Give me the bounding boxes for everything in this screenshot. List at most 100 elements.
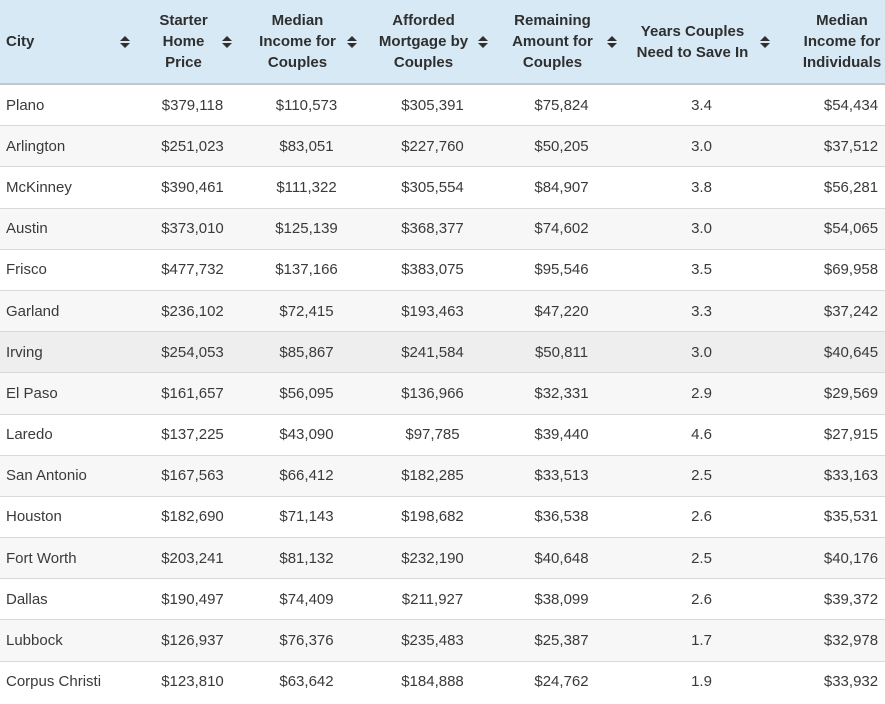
table-body: Plano $379,118 $110,573 $305,391 $75,824 3.4 $… xyxy=(0,84,885,702)
cell-starter-home-price: $123,810 xyxy=(140,660,245,702)
table-row[interactable]: Lubbock $126,937 $76,376 $235,483 $25,387 1.7… xyxy=(0,619,885,662)
cell-median-income-individuals: $56,281 xyxy=(777,166,885,209)
table-row[interactable]: Frisco $477,732 $137,166 $383,075 $95,546 3.5… xyxy=(0,248,885,291)
cell-median-income-individuals: $54,065 xyxy=(777,207,885,250)
column-header-starter-home-price[interactable]: Starter Home Price xyxy=(140,0,245,85)
cell-afforded-mortgage-couples: $136,966 xyxy=(368,372,497,414)
cell-years-couples-save: 3.0 xyxy=(626,125,777,167)
table-row[interactable]: Laredo $137,225 $43,090 $97,785 $39,440 4.6 $2… xyxy=(0,413,885,456)
column-header-years-couples-save[interactable]: Years Couples Need to Save In xyxy=(626,0,777,85)
cell-city: El Paso xyxy=(0,372,140,414)
cell-median-income-couples: $66,412 xyxy=(245,454,368,497)
cell-starter-home-price: $477,732 xyxy=(140,248,245,291)
cell-median-income-individuals: $39,372 xyxy=(777,578,885,620)
column-header-content: Years Couples Need to Save In xyxy=(626,0,777,83)
cell-starter-home-price: $167,563 xyxy=(140,454,245,497)
cell-city: Fort Worth xyxy=(0,537,140,579)
cell-years-couples-save: 2.9 xyxy=(626,372,777,414)
table-row[interactable]: Garland $236,102 $72,415 $193,463 $47,220 3.3… xyxy=(0,289,885,332)
sort-icon[interactable] xyxy=(477,35,488,48)
sort-icon[interactable] xyxy=(759,35,770,48)
cell-median-income-individuals: $35,531 xyxy=(777,495,885,538)
table-row[interactable]: El Paso $161,657 $56,095 $136,966 $32,331 2.9… xyxy=(0,372,885,414)
cell-years-couples-save: 3.5 xyxy=(626,248,777,291)
sort-icon[interactable] xyxy=(221,35,232,48)
cell-median-income-couples: $56,095 xyxy=(245,372,368,414)
cell-median-income-individuals: $32,978 xyxy=(777,619,885,662)
cell-median-income-individuals: $37,512 xyxy=(777,125,885,167)
cell-years-couples-save: 2.5 xyxy=(626,454,777,497)
cell-starter-home-price: $390,461 xyxy=(140,166,245,209)
column-header-content: Afforded Mortgage by Couples xyxy=(368,0,497,83)
cell-median-income-couples: $137,166 xyxy=(245,248,368,291)
cell-afforded-mortgage-couples: $383,075 xyxy=(368,248,497,291)
cell-afforded-mortgage-couples: $227,760 xyxy=(368,125,497,167)
cell-afforded-mortgage-couples: $305,391 xyxy=(401,96,464,114)
table-row[interactable]: Plano $379,118 $110,573 $305,391 $75,824 3.4 $… xyxy=(0,84,885,126)
column-header-median-income-couples[interactable]: Median Income for Couples xyxy=(245,0,368,85)
cell-city: San Antonio xyxy=(0,454,140,497)
cell-afforded-mortgage-couples: $182,285 xyxy=(368,454,497,497)
cell-median-income-individuals: $40,176 xyxy=(777,537,885,579)
cell-remaining-amount-couples: $32,331 xyxy=(497,372,626,414)
cell-afforded-mortgage-couples: $193,463 xyxy=(368,289,497,332)
sort-icon[interactable] xyxy=(606,35,617,48)
table-row[interactable]: San Antonio $167,563 $66,412 $182,285 $33,51… xyxy=(0,454,885,497)
cell-remaining-amount-couples: $39,440 xyxy=(497,413,626,456)
cell-median-income-couples: $63,642 xyxy=(245,660,368,702)
table-row[interactable]: Irving $254,053 $85,867 $241,584 $50,811 3.0 $… xyxy=(0,331,885,373)
column-header-content: City xyxy=(0,0,140,83)
cell-years-couples-save: 3.3 xyxy=(626,289,777,332)
cell-city: Irving xyxy=(0,331,140,373)
table-row[interactable]: Corpus Christi $123,810 $63,642 $184,888 $24… xyxy=(0,660,885,702)
cell-years-couples-save: 3.0 xyxy=(626,207,777,250)
cell-remaining-amount-couples: $38,099 xyxy=(497,578,626,620)
cell-median-income-individuals: $33,163 xyxy=(777,454,885,497)
table-row[interactable]: Austin $373,010 $125,139 $368,377 $74,602 3.0… xyxy=(0,207,885,250)
cell-afforded-mortgage-couples: $368,377 xyxy=(368,207,497,250)
cell-median-income-couples: $111,322 xyxy=(245,166,368,209)
cell-years-couples-save: 1.9 xyxy=(626,660,777,702)
column-header-median-income-individuals[interactable]: Median Income for Individuals xyxy=(777,0,885,85)
cell-median-income-couples: $74,409 xyxy=(245,578,368,620)
cell-years-couples-save: 4.6 xyxy=(626,413,777,456)
cell-city: Austin xyxy=(0,207,140,250)
cell-afforded-mortgage-couples: $241,584 xyxy=(368,331,497,373)
cell-median-income-couples: $85,867 xyxy=(245,331,368,373)
cell-years-couples-save: 1.7 xyxy=(626,619,777,662)
column-header-afforded-mortgage-couples[interactable]: Afforded Mortgage by Couples xyxy=(368,0,497,85)
table-header-row: City Starter Home Price Median Income for … xyxy=(0,0,885,85)
cell-remaining-amount-couples: $33,513 xyxy=(497,454,626,497)
column-header-label: Starter Home Price xyxy=(159,12,208,71)
sort-icon[interactable] xyxy=(346,35,357,48)
cell-years-couples-save: 2.6 xyxy=(626,495,777,538)
cell-starter-home-price: $236,102 xyxy=(140,289,245,332)
column-header-city[interactable]: City xyxy=(0,0,140,85)
cell-city: Plano xyxy=(6,96,45,114)
table-row[interactable]: Houston $182,690 $71,143 $198,682 $36,538 2.6… xyxy=(0,495,885,538)
column-header-label: Years Couples Need to Save In xyxy=(636,22,749,61)
cell-median-income-couples: $81,132 xyxy=(245,537,368,579)
table-row[interactable]: Arlington $251,023 $83,051 $227,760 $50,205 3… xyxy=(0,125,885,167)
cell-afforded-mortgage-couples: $211,927 xyxy=(368,578,497,620)
cell-median-income-couples: $110,573 xyxy=(275,96,338,114)
cell-city: Frisco xyxy=(0,248,140,291)
table-header: City Starter Home Price Median Income for … xyxy=(0,0,885,85)
cell-years-couples-save: 3.0 xyxy=(626,331,777,373)
sort-icon[interactable] xyxy=(120,35,130,48)
cell-starter-home-price: $251,023 xyxy=(140,125,245,167)
cell-starter-home-price: $182,690 xyxy=(140,495,245,538)
cell-median-income-individuals: $27,915 xyxy=(777,413,885,456)
cell-city: Laredo xyxy=(0,413,140,456)
cell-city: Arlington xyxy=(0,125,140,167)
cell-starter-home-price: $373,010 xyxy=(140,207,245,250)
cell-afforded-mortgage-couples: $198,682 xyxy=(368,495,497,538)
table-row[interactable]: Dallas $190,497 $74,409 $211,927 $38,099 2.6 $… xyxy=(0,578,885,620)
cell-remaining-amount-couples: $95,546 xyxy=(497,248,626,291)
column-header-remaining-amount-couples[interactable]: Remaining Amount for Couples xyxy=(497,0,626,85)
table-row[interactable]: McKinney $390,461 $111,322 $305,554 $84,907 3… xyxy=(0,166,885,209)
table-row[interactable]: Fort Worth $203,241 $81,132 $232,190 $40,648… xyxy=(0,537,885,579)
cell-afforded-mortgage-couples: $235,483 xyxy=(368,619,497,662)
